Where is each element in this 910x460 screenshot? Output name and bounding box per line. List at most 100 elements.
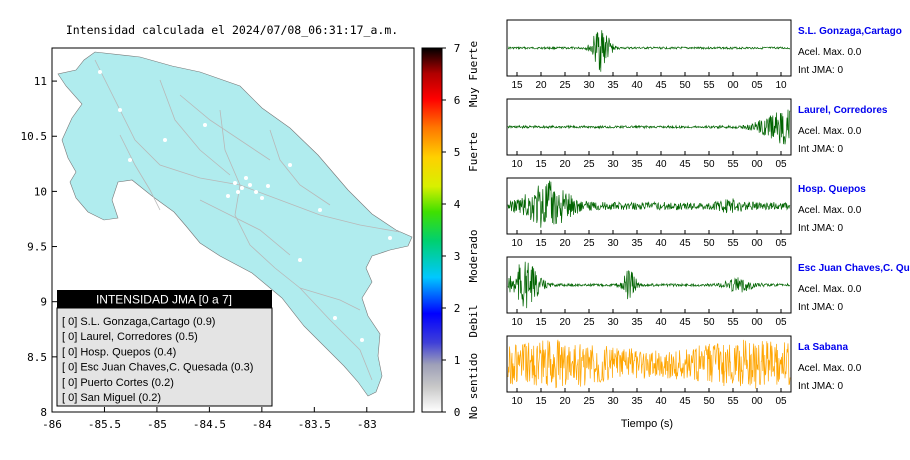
seismogram-tick-label: 55 [703,80,715,91]
seismogram-tick-label: 05 [775,396,787,407]
station-name: Hosp. Quepos [798,184,866,195]
seismogram-tick-label: 45 [679,238,691,249]
intensity-legend: INTENSIDAD JMA [0 a 7] [ 0] S.L. Gonzaga… [56,290,273,407]
station-jma: Int JMA: 0 [798,302,843,313]
map-y-tick-label: 9 [40,296,47,309]
colorbar-category-label: Debil [467,304,480,337]
costa-rica-landmass [57,51,413,397]
station-name: La Sabana [798,342,848,353]
seismogram-tick-label: 05 [775,317,787,328]
seismogram-tick-label: 20 [535,80,547,91]
seismogram-tick-label: 35 [607,80,619,91]
colorbar-tick-label: 2 [454,302,461,315]
seismogram-tick-label: 10 [511,238,523,249]
seismogram-tick-label: 55 [727,238,739,249]
seismogram-tick-label: 40 [655,238,667,249]
seismogram-tick-label: 25 [583,159,595,170]
station-accel: Acel. Max. 0.0 [798,363,862,374]
map-title: Intensidad calculada el 2024/07/08_06:31… [66,23,398,37]
colorbar-category-label: Fuerte [467,132,480,172]
seismogram-tick-label: 50 [703,317,715,328]
seismogram-tick-label: 50 [703,238,715,249]
seismogram-trace [507,30,790,72]
map-x-tick-label: -85 [147,418,167,431]
seismogram-tick-label: 10 [511,159,523,170]
colorbar-tick-label: 5 [454,146,461,159]
seismogram-panel: 10 15 20 25 30 35 40 45 50 55 00 05 Esc Juan Chaves,… [506,256,910,328]
seismogram-tick-label: 05 [751,80,763,91]
legend-body [56,307,273,407]
station-accel: Acel. Max. 0.0 [798,126,862,137]
seismogram-panel: 10 15 20 25 30 35 40 45 50 55 00 05 La Sabana Acel. M… [506,335,862,407]
map-x-tick-label: -84.5 [193,418,226,431]
seismogram-tick-label: 50 [679,80,691,91]
station-dots [98,70,392,342]
seismogram-tick-label: 40 [631,80,643,91]
seismogram-tick-label: 30 [583,80,595,91]
station-name: Esc Juan Chaves,C. Qu [798,263,910,274]
station-name: Laurel, Corredores [798,105,888,116]
seismogram-tick-label: 35 [631,159,643,170]
seismogram-tick-label: 45 [655,80,667,91]
colorbar-tick-label: 3 [454,250,461,263]
legend-item: [ 0] San Miguel (0.2) [62,392,161,404]
station-jma: Int JMA: 0 [798,223,843,234]
seismogram-tick-label: 25 [583,317,595,328]
map-y-tick-label: 8 [40,406,47,419]
seismogram-panel: 10 15 20 25 30 35 40 45 50 55 00 05 Laurel, Corredor… [506,98,888,170]
map-x-axis: -86 -85.5 -85 -84.5 -84 -83.5 -83 [42,407,377,431]
seismogram-tick-label: 35 [631,396,643,407]
seismogram-tick-label: 15 [535,159,547,170]
seismogram-tick-label: 30 [607,396,619,407]
seismogram-tick-label: 10 [511,317,523,328]
seismogram-tick-label: 55 [727,159,739,170]
seismogram-tick-label: 15 [535,317,547,328]
seismogram-panel: 15 20 25 30 35 40 45 50 55 00 05 10 S.L. Gonzaga,Car… [506,19,902,91]
seismogram-trace [507,339,791,389]
seismogram-tick-label: 00 [751,238,763,249]
seismogram-tick-label: 35 [631,238,643,249]
seismogram-tick-label: 15 [535,238,547,249]
map-x-tick-label: -86 [42,418,62,431]
map-y-tick-label: 10.5 [21,130,48,143]
map-x-tick-label: -84 [252,418,272,431]
legend-item: [ 0] Laurel, Corredores (0.5) [62,331,198,343]
legend-title: INTENSIDAD JMA [0 a 7] [96,293,232,307]
map-y-tick-label: 10 [34,185,47,198]
seismogram-tick-label: 15 [535,396,547,407]
colorbar-tick-label: 7 [454,42,461,55]
colorbar-category-label: Muy Fuerte [467,41,480,107]
map-y-tick-label: 11 [34,75,47,88]
seismogram-tick-label: 25 [559,80,571,91]
seismogram-tick-label: 15 [511,80,523,91]
station-jma: Int JMA: 0 [798,381,843,392]
legend-item: [ 0] Puerto Cortes (0.2) [62,377,174,389]
seismogram-tick-label: 20 [559,238,571,249]
map-y-tick-label: 9.5 [27,241,47,254]
colorbar-tick-label: 1 [454,354,461,367]
seismogram-tick-label: 25 [583,238,595,249]
station-jma: Int JMA: 0 [798,144,843,155]
seismogram-tick-label: 00 [751,317,763,328]
legend-item: [ 0] Hosp. Quepos (0.4) [62,346,176,358]
colorbar-tick-label: 4 [454,198,461,211]
colorbar-category-label: No sentido [467,353,480,419]
legend-item: [ 0] Esc Juan Chaves,C. Quesada (0.3) [62,362,253,374]
seismogram-tick-label: 50 [703,396,715,407]
seismogram-tick-label: 10 [511,396,523,407]
seismogram-tick-label: 30 [607,159,619,170]
seismogram-tick-label: 55 [727,317,739,328]
seismogram-tick-label: 25 [583,396,595,407]
seismogram-tick-label: 20 [559,396,571,407]
seismogram-tick-label: 05 [775,159,787,170]
colorbar-category-label: Moderado [467,230,480,283]
colorbar-gradient [421,47,443,413]
seismogram-tick-label: 00 [751,159,763,170]
map-x-tick-label: -85.5 [88,418,121,431]
station-accel: Acel. Max. 0.0 [798,47,862,58]
time-axis-label: Tiempo (s) [621,418,673,430]
seismogram-tick-label: 00 [727,80,739,91]
road-network [94,59,401,381]
legend-header [57,290,272,308]
seismogram-tick-label: 05 [775,238,787,249]
